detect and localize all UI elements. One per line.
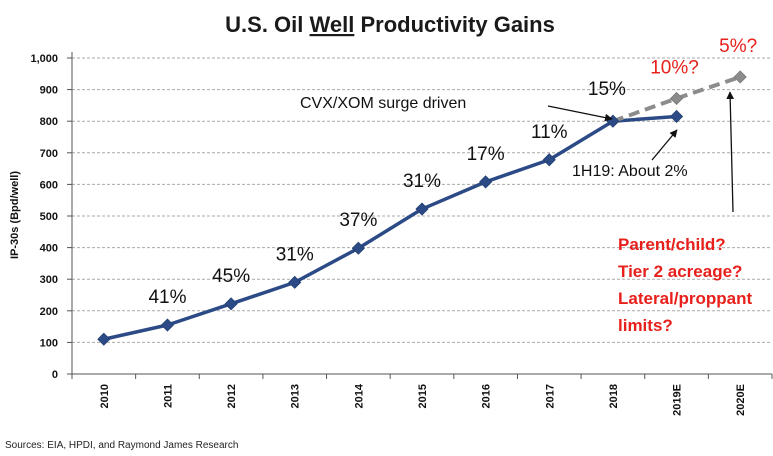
forecast-line bbox=[612, 75, 741, 124]
surge-annotation: CVX/XOM surge driven bbox=[300, 95, 466, 112]
y-tick-label: 100 bbox=[40, 337, 58, 349]
forecast-point bbox=[669, 91, 684, 106]
data-point bbox=[160, 318, 175, 332]
data-point bbox=[479, 175, 493, 189]
growth-labels: 41% 45% 31% 37% 31% 17% 11% 15% 10%? 5%? bbox=[148, 36, 757, 308]
x-tick-label: 2014 bbox=[353, 383, 365, 408]
questions-arrow bbox=[726, 91, 735, 213]
chart-title: U.S. Oil Well Productivity Gains bbox=[225, 12, 555, 37]
y-tick-label: 700 bbox=[40, 148, 58, 160]
y-tick-label: 800 bbox=[40, 116, 58, 128]
growth-label: 31% bbox=[276, 244, 314, 265]
x-tick-label: 2020E bbox=[735, 384, 747, 416]
growth-label: 17% bbox=[467, 144, 505, 165]
x-tick-label: 2017 bbox=[544, 384, 556, 408]
data-point bbox=[224, 297, 238, 311]
title-part-underlined: Well bbox=[310, 12, 355, 37]
x-tick-label: 2016 bbox=[481, 384, 493, 408]
series-lines bbox=[103, 75, 741, 341]
data-point bbox=[415, 202, 429, 216]
data-point bbox=[669, 109, 684, 124]
title-part-1: U.S. Oil bbox=[225, 12, 309, 37]
x-tick-labels: 2010 2011 2012 2013 2014 2015 2016 2017 2018 2019… bbox=[99, 383, 747, 416]
y-tick-label: 1,000 bbox=[30, 53, 58, 65]
growth-label: 45% bbox=[212, 266, 250, 287]
annotations: CVX/XOM surge driven 1H19: About 2% Pare… bbox=[300, 91, 752, 335]
title-part-3: Productivity Gains bbox=[354, 12, 555, 37]
y-axis-label: IP-30s (Bpd/well) bbox=[9, 171, 21, 259]
y-tick-label: 400 bbox=[40, 243, 58, 255]
growth-label: 15% bbox=[588, 79, 626, 100]
x-tick-label: 2015 bbox=[417, 384, 429, 408]
x-tick-label: 2011 bbox=[162, 384, 174, 408]
y-tick-label: 300 bbox=[40, 274, 58, 286]
y-tick-label: 0 bbox=[52, 369, 58, 381]
question-line-2: Tier 2 acreage? bbox=[618, 262, 742, 281]
axes bbox=[67, 52, 773, 379]
question-line-3: Lateral/proppant bbox=[618, 289, 752, 308]
question-line-4: limits? bbox=[618, 316, 673, 335]
h1-arrow bbox=[651, 129, 678, 161]
growth-label: 37% bbox=[339, 210, 377, 231]
y-tick-label: 900 bbox=[40, 85, 58, 97]
forecast-point bbox=[733, 70, 747, 84]
growth-label: 5%? bbox=[719, 36, 757, 57]
h1-annotation: 1H19: About 2% bbox=[572, 163, 688, 180]
data-point bbox=[542, 153, 556, 167]
x-tick-label: 2010 bbox=[99, 384, 111, 408]
data-point bbox=[288, 275, 302, 289]
y-tick-label: 200 bbox=[40, 306, 58, 318]
growth-label: 31% bbox=[403, 171, 441, 192]
y-tick-labels: 0 100 200 300 400 500 600 700 800 900 1,000 bbox=[30, 53, 58, 381]
growth-label: 11% bbox=[531, 122, 568, 143]
x-tick-label: 2019E bbox=[672, 384, 684, 416]
surge-arrow bbox=[547, 105, 613, 122]
x-tick-label: 2018 bbox=[608, 384, 620, 408]
data-points bbox=[97, 70, 747, 346]
data-point bbox=[351, 241, 365, 255]
source-note: Sources: EIA, HPDI, and Raymond James Re… bbox=[5, 440, 238, 451]
growth-label: 10%? bbox=[650, 57, 699, 78]
gridlines bbox=[72, 57, 772, 343]
y-tick-label: 500 bbox=[40, 211, 58, 223]
x-tick-label: 2012 bbox=[226, 384, 238, 408]
y-tick-label: 600 bbox=[40, 179, 58, 191]
data-point bbox=[97, 332, 111, 346]
x-tick-label: 2013 bbox=[290, 384, 302, 408]
question-line-1: Parent/child? bbox=[618, 235, 726, 254]
growth-label: 41% bbox=[148, 287, 186, 308]
actual-line bbox=[103, 114, 677, 341]
